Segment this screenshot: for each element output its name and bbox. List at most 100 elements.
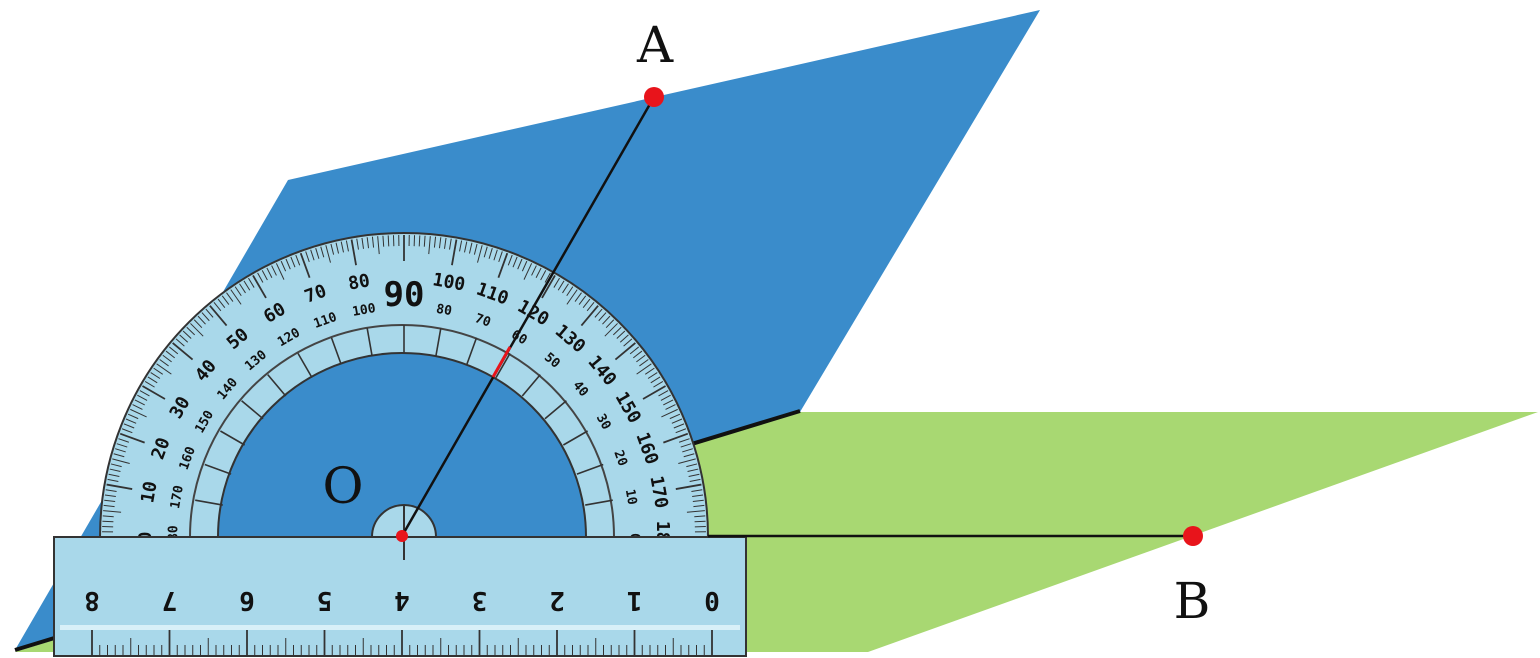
protractor-tick: [602, 315, 611, 325]
protractor-tick: [377, 236, 380, 255]
protractor-inner-tick: [220, 430, 246, 446]
protractor-tick: [239, 283, 246, 294]
protractor-tick: [345, 240, 349, 252]
protractor-tick: [661, 408, 678, 418]
protractor-tick: [108, 473, 120, 477]
protractor-inner-tick: [435, 328, 442, 356]
protractor-tick: [221, 295, 230, 305]
protractor-tick: [665, 404, 676, 410]
point-o-dot: [396, 530, 408, 542]
protractor-tick: [566, 286, 574, 297]
protractor-tick: [680, 443, 692, 448]
protractor-tick: [387, 235, 390, 247]
protractor-tick: [675, 428, 687, 434]
protractor-tick: [159, 359, 169, 367]
ruler-highlight: [60, 625, 740, 630]
protractor-tick: [175, 338, 185, 347]
protractor-inner-tick: [241, 400, 264, 420]
protractor-tick: [517, 258, 523, 270]
protractor-ninety-mark: 90: [384, 275, 425, 315]
protractor-inner-tick: [544, 400, 567, 420]
protractor-tick: [205, 308, 214, 318]
protractor-tick: [418, 235, 421, 247]
protractor-tick: [230, 289, 242, 305]
protractor-inner-number: 20: [610, 448, 630, 468]
protractor-inner-number: 80: [435, 302, 453, 320]
protractor-inner-tick: [576, 463, 604, 475]
protractor-tick: [653, 381, 664, 388]
protractor-tick: [134, 399, 145, 406]
protractor-inner-tick: [521, 374, 541, 397]
protractor-tick: [616, 330, 626, 339]
ruler-digit: 0: [704, 585, 720, 615]
protractor-tick: [172, 342, 194, 361]
protractor-tick: [217, 298, 226, 308]
protractor-tick: [299, 252, 311, 278]
protractor-tick: [142, 385, 166, 400]
protractor-tick: [683, 453, 695, 458]
protractor-tick: [658, 390, 669, 397]
protractor-tick: [477, 245, 483, 263]
protractor-tick: [119, 432, 145, 444]
protractor-tick: [356, 238, 359, 250]
protractor-tick: [594, 308, 603, 318]
protractor-tick: [694, 520, 706, 523]
protractor-tick: [521, 260, 528, 272]
protractor-tick: [692, 499, 704, 503]
ruler-digit: 1: [627, 585, 643, 615]
protractor-tick: [612, 326, 622, 336]
ray-oa-reading-mark: [491, 346, 512, 378]
protractor-tick: [498, 251, 503, 263]
protractor-tick: [257, 272, 264, 283]
ray-oa: [400, 96, 656, 537]
protractor-tick: [678, 438, 690, 443]
protractor-inner-number: 10: [622, 488, 640, 506]
protractor-tick: [605, 319, 615, 329]
protractor-inner-tick: [267, 374, 287, 397]
protractor-tick: [252, 275, 267, 299]
protractor-tick: [669, 413, 681, 420]
protractor-tick: [290, 256, 296, 268]
protractor-tick: [428, 236, 431, 255]
protractor-tick: [473, 243, 478, 255]
protractor-tick: [438, 237, 442, 249]
ruler: 8 7 6 5 4 3 2 1 0: [53, 536, 747, 657]
protractor-tick: [535, 267, 542, 278]
protractor-tick: [371, 236, 375, 248]
protractor-tick: [104, 494, 116, 497]
protractor-tick: [493, 249, 498, 261]
protractor-tick: [507, 254, 513, 266]
protractor-tick: [678, 458, 696, 464]
protractor-tick: [451, 239, 458, 266]
protractor-tick: [449, 238, 452, 250]
protractor-inner-tick: [204, 463, 232, 475]
protractor-tick: [540, 270, 547, 281]
protractor-tick: [125, 418, 137, 424]
protractor-tick: [190, 323, 204, 337]
protractor-tick: [102, 520, 114, 523]
protractor-tick: [574, 292, 582, 302]
protractor-tick: [639, 359, 649, 367]
protractor-tick: [271, 265, 277, 276]
protractor-tick: [335, 242, 340, 254]
protractor-inner-tick: [366, 328, 373, 356]
protractor-tick: [566, 289, 578, 305]
protractor-tick: [168, 346, 179, 355]
protractor-tick: [512, 256, 518, 268]
protractor-tick: [623, 338, 633, 347]
protractor-tick: [636, 354, 646, 363]
protractor-tick: [201, 312, 210, 322]
protractor-tick: [633, 350, 643, 359]
protractor-outer-number: 80: [347, 270, 372, 294]
protractor-tick: [123, 423, 135, 429]
protractor-tick: [118, 438, 130, 443]
protractor-tick: [444, 237, 447, 249]
protractor-inner-number: 100: [351, 301, 377, 320]
protractor-tick: [139, 390, 150, 397]
ruler-digit: 5: [317, 585, 333, 615]
protractor-tick: [150, 372, 161, 379]
protractor-tick: [186, 326, 196, 336]
protractor-tick: [598, 312, 607, 322]
protractor-window: [216, 352, 588, 538]
protractor-ticks: [102, 235, 706, 538]
